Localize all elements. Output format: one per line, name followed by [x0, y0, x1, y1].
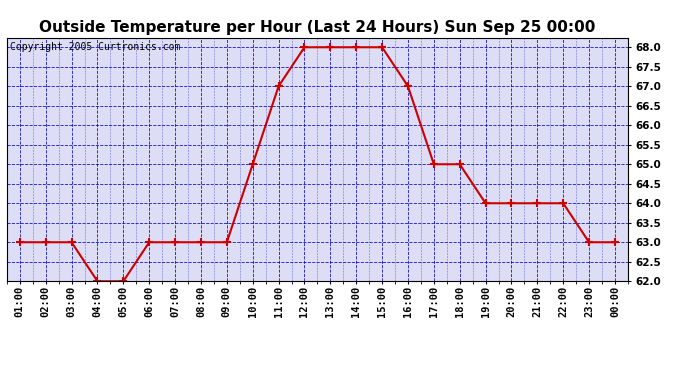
Title: Outside Temperature per Hour (Last 24 Hours) Sun Sep 25 00:00: Outside Temperature per Hour (Last 24 Ho… [39, 20, 595, 35]
Text: Copyright 2005 Curtronics.com: Copyright 2005 Curtronics.com [10, 42, 180, 52]
